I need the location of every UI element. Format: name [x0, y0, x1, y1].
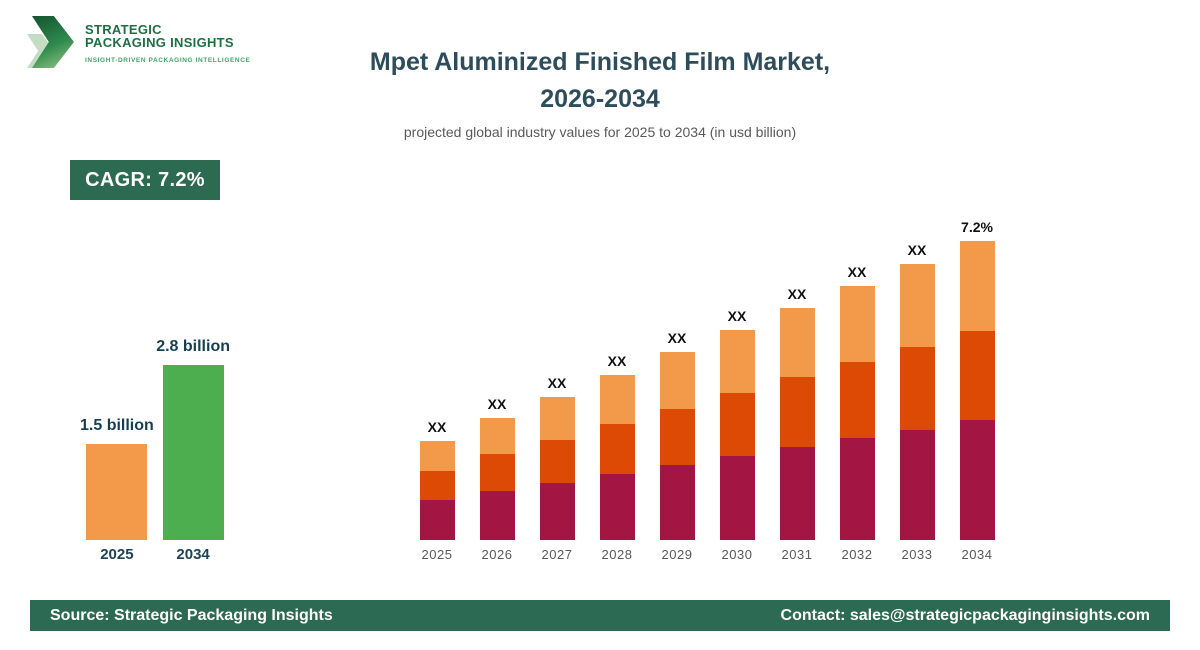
contact-text: Contact: sales@strategicpackaginginsight…: [780, 606, 1150, 624]
x-axis-label: 2033: [901, 547, 933, 562]
bar-segment-middle: [899, 347, 935, 430]
bar-segment-bottom: [839, 438, 875, 540]
stacked-bar: [479, 418, 515, 540]
stacked-bar-group: XX 2025: [407, 196, 467, 562]
bar-segment-top: [479, 418, 515, 454]
mini-bar-group: 1.5 billion 2025: [80, 338, 154, 563]
x-axis-label: 2025: [421, 547, 453, 562]
stacked-bar: [659, 352, 695, 540]
stacked-bar-group: XX 2028: [587, 196, 647, 562]
bar-segment-bottom: [899, 430, 935, 540]
bar-segment-bottom: [719, 456, 755, 540]
mini-bar: [86, 444, 148, 540]
x-axis-label: 2026: [481, 547, 513, 562]
bar-segment-top: [659, 352, 695, 409]
stacked-bar: [419, 441, 455, 540]
bar-segment-middle: [599, 424, 635, 474]
bar-segment-middle: [719, 393, 755, 456]
x-axis-label: 2029: [661, 547, 693, 562]
x-axis-label: 2031: [781, 547, 813, 562]
bar-segment-top: [599, 375, 635, 424]
bar-segment-bottom: [659, 465, 695, 540]
x-axis-label: 2028: [601, 547, 633, 562]
stacked-bar-chart: XX 2025 XX 2026 XX 2027 XX 2028 XX 2029 XX 2030 XX 20…: [407, 196, 1007, 562]
page-subtitle: projected global industry values for 202…: [403, 124, 797, 140]
stacked-bar-group: XX 2033: [887, 196, 947, 562]
page-title-line1: Mpet Aluminized Finished Film Market,: [369, 48, 831, 76]
stacked-bar-group: XX 2026: [467, 196, 527, 562]
title-block: Mpet Aluminized Finished Film Market, 20…: [0, 44, 1200, 140]
x-axis-label: 2030: [721, 547, 753, 562]
bar-segment-top: [719, 330, 755, 393]
x-axis-label: 2027: [541, 547, 573, 562]
source-text: Source: Strategic Packaging Insights: [50, 606, 333, 624]
bar-segment-bottom: [599, 474, 635, 540]
stacked-bar-group: XX 2032: [827, 196, 887, 562]
page-title-line2: 2026-2034: [540, 85, 660, 113]
bar-value-label: XX: [607, 353, 627, 369]
bar-segment-top: [419, 441, 455, 471]
stacked-bar-group: 7.2% 2034: [947, 196, 1007, 562]
bar-segment-bottom: [779, 447, 815, 540]
stacked-bar: [539, 397, 575, 540]
summary-bar-chart: 1.5 billion 2025 2.8 billion 2034: [80, 338, 230, 563]
bar-value-label: XX: [547, 375, 567, 391]
bar-value-label: XX: [787, 286, 807, 302]
bar-segment-top: [779, 308, 815, 377]
logo-line2: PACKAGING INSIGHTS: [85, 35, 234, 50]
bar-segment-top: [539, 397, 575, 440]
bar-segment-bottom: [419, 500, 455, 540]
logo-tagline: INSIGHT-DRIVEN PACKAGING INTELLIGENCE: [85, 57, 251, 64]
logo-text: STRATEGIC PACKAGING INSIGHTS INSIGHT-DRI…: [85, 12, 250, 70]
bar-segment-middle: [959, 331, 995, 420]
x-axis-label: 2025: [100, 546, 134, 563]
bar-segment-middle: [839, 362, 875, 438]
stacked-bar: [839, 286, 875, 540]
bar-segment-top: [959, 241, 995, 331]
bar-segment-top: [839, 286, 875, 362]
bar-segment-bottom: [539, 483, 575, 540]
bar-segment-middle: [779, 377, 815, 447]
stacked-bar-group: XX 2030: [707, 196, 767, 562]
bar-value-label: XX: [427, 419, 447, 435]
bar-segment-middle: [419, 471, 455, 500]
mini-bar: [162, 365, 224, 540]
x-axis-label: 2032: [841, 547, 873, 562]
stacked-bar: [899, 264, 935, 540]
stacked-bar-group: XX 2029: [647, 196, 707, 562]
logo-chevron-icon: [27, 12, 74, 70]
bar-segment-middle: [659, 409, 695, 465]
stacked-bar: [719, 330, 755, 540]
bar-segment-bottom: [959, 420, 995, 540]
bar-segment-middle: [539, 440, 575, 483]
bar-segment-bottom: [479, 491, 515, 540]
stacked-bar: [599, 375, 635, 540]
bar-value-label: XX: [727, 308, 747, 324]
cagr-badge: CAGR: 7.2%: [70, 160, 220, 200]
stacked-bar: [959, 241, 995, 540]
bar-value-label: XX: [487, 396, 507, 412]
x-axis-label: 2034: [176, 546, 210, 563]
mini-bar-group: 2.8 billion 2034: [156, 338, 230, 563]
page-title: Mpet Aluminized Finished Film Market, 20…: [0, 44, 1200, 118]
stacked-bar-group: XX 2031: [767, 196, 827, 562]
bar-value-label: 1.5 billion: [80, 417, 154, 434]
bar-segment-middle: [479, 454, 515, 491]
bar-value-label: XX: [667, 330, 687, 346]
x-axis-label: 2034: [961, 547, 993, 562]
stacked-bar: [779, 308, 815, 540]
bar-segment-top: [899, 264, 935, 347]
bar-value-label: XX: [847, 264, 867, 280]
brand-logo: STRATEGIC PACKAGING INSIGHTS INSIGHT-DRI…: [27, 12, 250, 70]
bar-value-label: XX: [907, 242, 927, 258]
bar-value-label: 2.8 billion: [156, 338, 230, 355]
stacked-bar-group: XX 2027: [527, 196, 587, 562]
logo-line1: STRATEGIC: [85, 22, 162, 37]
footer-bar: Source: Strategic Packaging Insights Con…: [30, 600, 1170, 631]
bar-value-label: 7.2%: [961, 219, 993, 235]
